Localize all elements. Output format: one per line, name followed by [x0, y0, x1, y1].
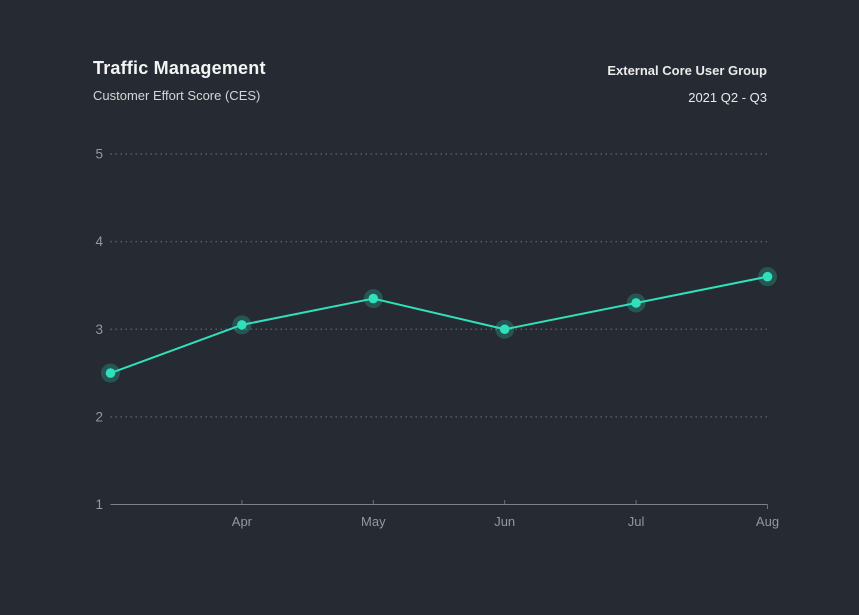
chart-header: Traffic Management Customer Effort Score… [0, 0, 859, 105]
x-axis-label-aug: Aug [756, 514, 779, 529]
data-point-4[interactable] [631, 298, 641, 308]
y-axis-label-2: 2 [95, 409, 103, 424]
y-axis-label-1: 1 [95, 497, 103, 512]
x-axis-label-apr: Apr [232, 514, 253, 529]
x-axis-label-jul: Jul [628, 514, 645, 529]
series-line-ces [109, 275, 769, 375]
page-title: Traffic Management [93, 58, 266, 78]
x-axis-label-jun: Jun [494, 514, 515, 529]
period-label: 2021 Q2 - Q3 [688, 90, 767, 105]
y-axis-label-5: 5 [95, 147, 103, 162]
data-point-3[interactable] [499, 324, 510, 335]
data-point-5[interactable] [762, 271, 773, 282]
y-axis-label-4: 4 [95, 234, 103, 249]
data-point-1[interactable] [237, 320, 247, 330]
y-axis-label-3: 3 [95, 322, 103, 337]
x-axis-label-may: May [361, 514, 386, 529]
chart-header-right: External Core User Group 2021 Q2 - Q3 [607, 58, 767, 105]
data-point-2[interactable] [368, 293, 379, 304]
user-group-label: External Core User Group [607, 63, 767, 78]
chart-subtitle: Customer Effort Score (CES) [93, 88, 261, 103]
chart-header-left: Traffic Management Customer Effort Score… [93, 58, 266, 103]
data-point-0[interactable] [105, 368, 116, 378]
